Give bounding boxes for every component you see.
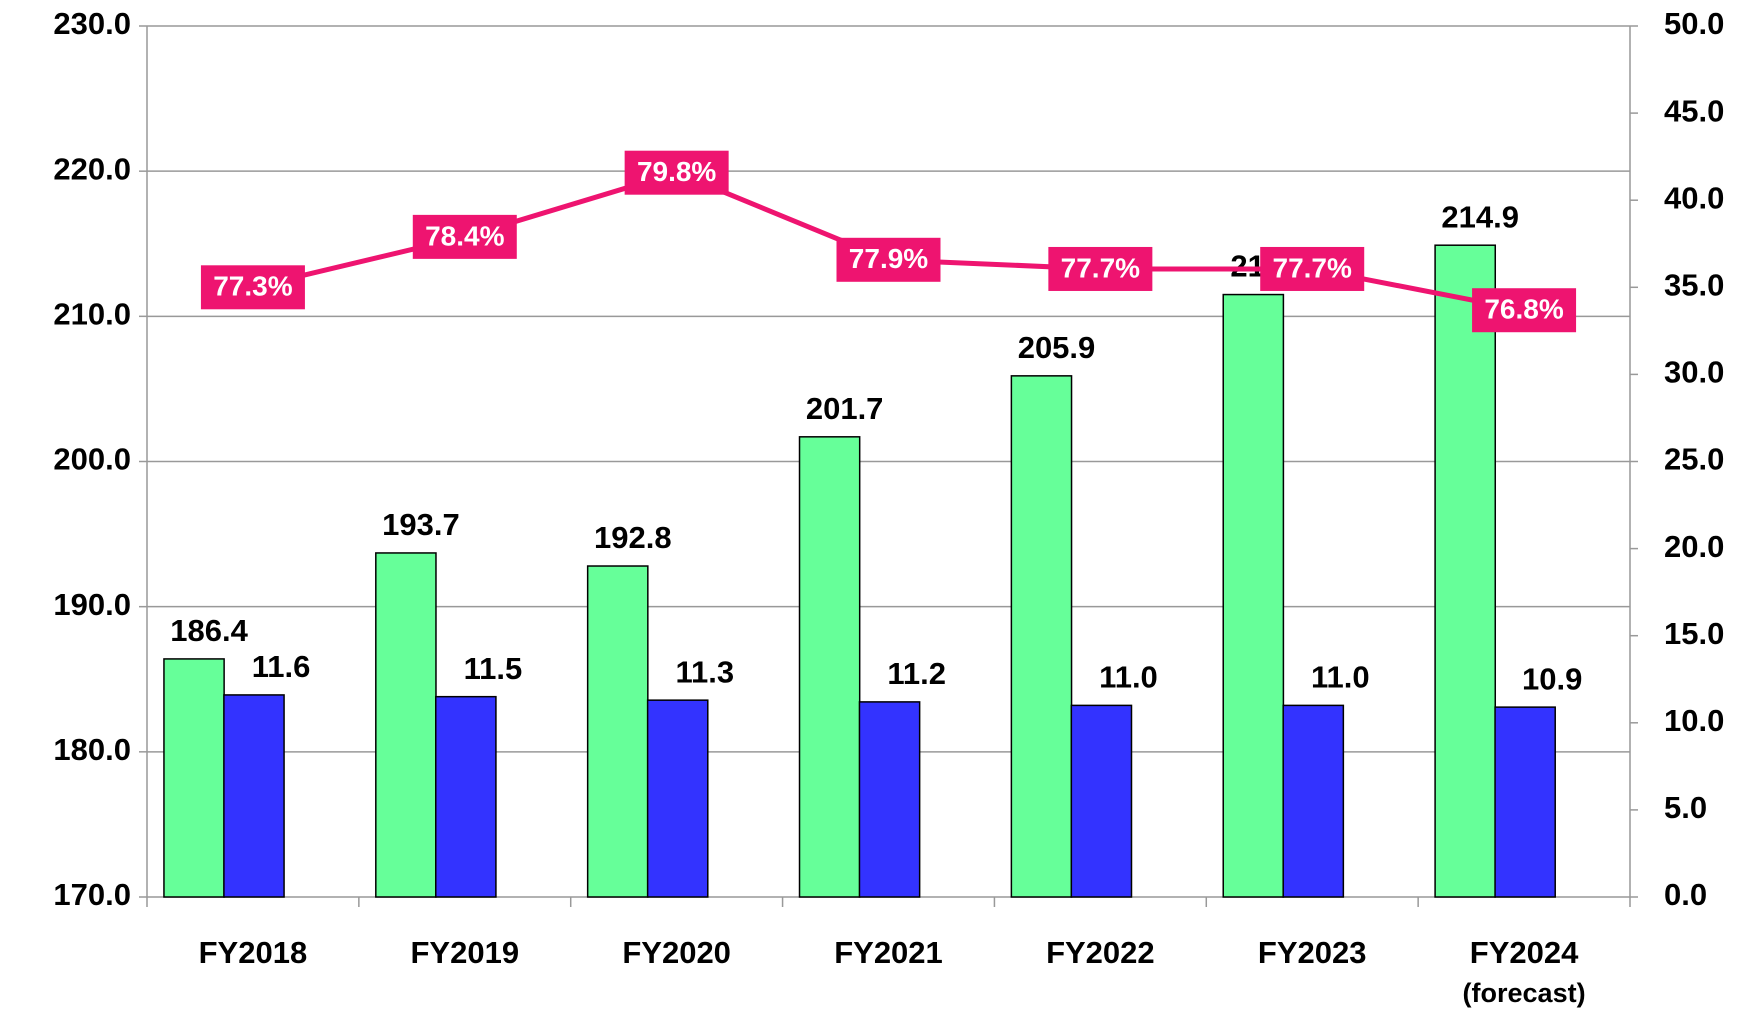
data-label-box xyxy=(412,214,517,259)
y2-tick-label: 0.0 xyxy=(1664,877,1707,912)
bar xyxy=(1070,704,1133,898)
bar xyxy=(1434,244,1497,898)
bar xyxy=(1010,375,1073,898)
x-tick-label: FY2018 xyxy=(199,935,308,970)
data-label: 11.2 xyxy=(887,656,946,691)
y2-tick-label: 5.0 xyxy=(1664,790,1707,825)
bar xyxy=(223,694,285,898)
data-label-box xyxy=(624,150,729,195)
data-label: 192.8 xyxy=(594,520,672,555)
y2-tick-label: 50.0 xyxy=(1664,6,1724,41)
data-label: 78.4% xyxy=(425,220,504,251)
y-tick-label: 170.0 xyxy=(53,877,131,912)
data-label: 10.9 xyxy=(1522,661,1582,696)
data-label: 77.9% xyxy=(849,243,928,274)
data-label-box xyxy=(200,265,305,310)
y-tick-label: 220.0 xyxy=(53,151,131,186)
y2-tick-label: 25.0 xyxy=(1664,442,1724,477)
y2-tick-label: 35.0 xyxy=(1664,267,1724,302)
x-tick-label: FY2021 xyxy=(834,935,943,970)
bar xyxy=(1282,704,1345,898)
data-label-box xyxy=(1048,246,1153,291)
y-tick-label: 190.0 xyxy=(53,587,131,622)
data-label: 11.3 xyxy=(675,654,734,689)
bar xyxy=(1222,293,1285,898)
x-tick-label: FY2022 xyxy=(1046,935,1155,970)
bar xyxy=(798,436,861,898)
data-label: 11.5 xyxy=(464,651,523,686)
x-tick-label: FY2024 xyxy=(1470,935,1579,970)
y2-tick-label: 15.0 xyxy=(1664,616,1724,651)
data-label: 11.0 xyxy=(1099,660,1158,695)
y2-tick-label: 40.0 xyxy=(1664,180,1724,215)
data-label: 79.8% xyxy=(637,156,716,187)
data-label: 11.0 xyxy=(1311,660,1370,695)
bar xyxy=(163,658,225,898)
bar xyxy=(646,699,709,898)
x-tick-note: (forecast) xyxy=(1463,978,1586,1008)
data-label: 201.7 xyxy=(806,391,884,426)
bar xyxy=(435,695,497,898)
y2-tick-label: 20.0 xyxy=(1664,529,1724,564)
bar xyxy=(375,552,437,898)
data-label-box xyxy=(1472,288,1577,333)
data-label: 193.7 xyxy=(382,507,460,542)
data-label: 214.9 xyxy=(1441,199,1519,234)
data-label: 77.7% xyxy=(1061,252,1140,283)
data-label-box xyxy=(836,237,941,282)
data-label: 11.6 xyxy=(252,649,311,684)
x-tick-label: FY2023 xyxy=(1258,935,1367,970)
data-label-box xyxy=(1260,246,1365,291)
data-label: 76.8% xyxy=(1484,294,1563,325)
y-tick-label: 230.0 xyxy=(53,6,131,41)
y2-tick-label: 45.0 xyxy=(1664,93,1724,128)
y-tick-label: 210.0 xyxy=(53,297,131,332)
data-label: 186.4 xyxy=(170,613,248,648)
y2-tick-label: 30.0 xyxy=(1664,355,1724,390)
bar xyxy=(586,565,649,898)
x-tick-label: FY2020 xyxy=(622,935,731,970)
bar xyxy=(1494,706,1556,898)
x-tick-label: FY2019 xyxy=(410,935,519,970)
bar xyxy=(858,701,921,898)
y-tick-label: 200.0 xyxy=(53,442,131,477)
data-label: 77.3% xyxy=(213,271,292,302)
data-label: 77.7% xyxy=(1273,252,1352,283)
data-label: 205.9 xyxy=(1018,330,1096,365)
y2-tick-label: 10.0 xyxy=(1664,703,1724,738)
y-tick-label: 180.0 xyxy=(53,732,131,767)
